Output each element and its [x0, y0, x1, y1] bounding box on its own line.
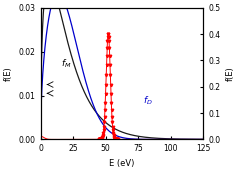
Text: $f_M$: $f_M$: [61, 58, 72, 71]
X-axis label: E (eV): E (eV): [109, 159, 135, 168]
Y-axis label: f(E): f(E): [4, 66, 13, 81]
Y-axis label: f(E): f(E): [226, 66, 235, 81]
Text: $f_D$: $f_D$: [143, 94, 153, 107]
